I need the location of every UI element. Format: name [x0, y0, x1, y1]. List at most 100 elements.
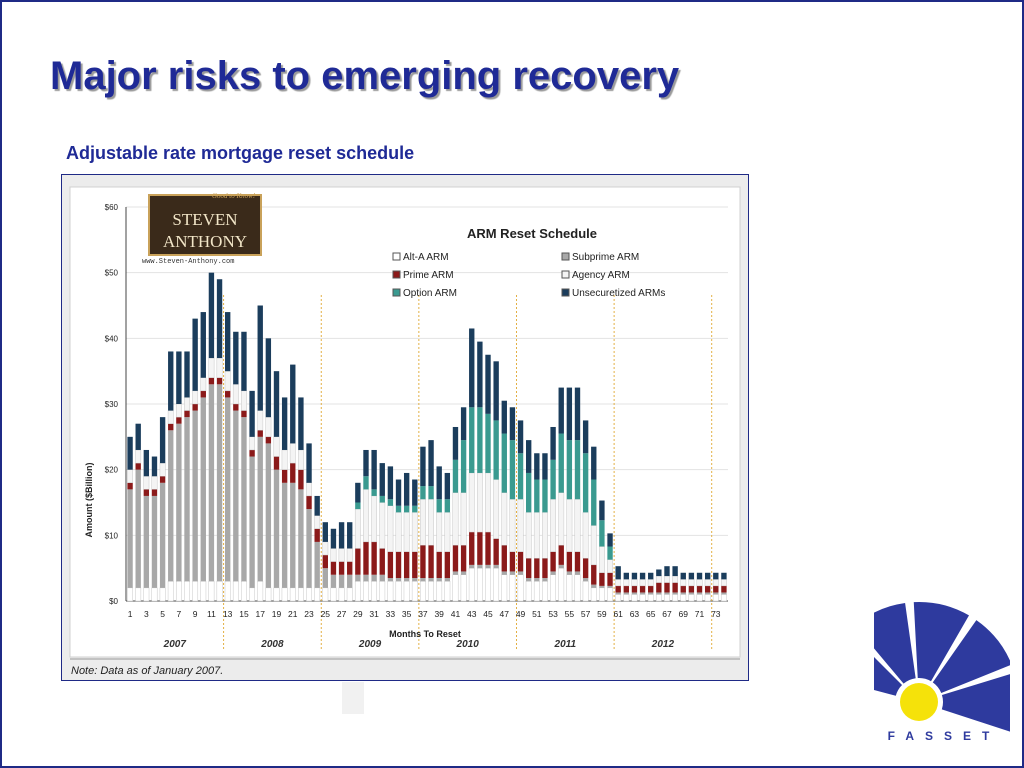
bar-segment [265, 436, 272, 444]
legend-swatch-unsecuritized [561, 288, 570, 297]
bar-segment [574, 440, 581, 500]
bar-segment [298, 489, 304, 588]
bar-segment [582, 581, 589, 602]
bar-segment [200, 312, 206, 378]
bar-segment [322, 555, 328, 569]
bar-segment [485, 354, 491, 414]
bar-segment [395, 479, 402, 506]
bar-segment [599, 572, 605, 586]
bar-segment [216, 279, 223, 359]
bar-segment [135, 463, 141, 470]
bar-segment [232, 581, 239, 602]
bar-segment [363, 476, 369, 490]
bar-segment [281, 397, 288, 450]
bar-segment [281, 482, 288, 588]
bar-segment [412, 551, 418, 579]
bar-segment [216, 357, 223, 378]
bar-segment [526, 440, 532, 473]
bar-segment [648, 592, 654, 595]
bar-segment [476, 472, 483, 533]
bar-segment [436, 581, 443, 602]
bar-segment [387, 466, 394, 500]
bar-segment [566, 499, 573, 552]
bar-segment [249, 587, 255, 602]
x-tick-label: 29 [353, 609, 363, 619]
bar-segment [550, 499, 556, 552]
bar-segment [306, 482, 312, 497]
bar-segment [411, 512, 418, 552]
bar-segment [395, 505, 402, 513]
bar-segment [224, 370, 231, 392]
brand-line2: ANTHONY [163, 232, 247, 251]
legend-swatch-prime [392, 270, 401, 279]
bar-segment [550, 459, 556, 500]
bar-segment [387, 551, 394, 579]
bar-segment [403, 505, 410, 513]
bar-segment [241, 390, 247, 411]
logo-ray [874, 657, 903, 696]
ghost-artifact [342, 682, 364, 714]
bar-segment [631, 572, 638, 580]
bar-segment [265, 416, 272, 438]
bar-segment [655, 575, 662, 583]
bar-segment [574, 499, 581, 552]
bar-segment [184, 351, 190, 398]
bar-segment [582, 558, 589, 579]
bar-segment [558, 492, 565, 546]
x-tick-label: 31 [369, 609, 379, 619]
x-tick-label: 19 [272, 609, 282, 619]
bar-segment [273, 371, 280, 437]
bar-segment [460, 571, 467, 575]
bar-segment [347, 522, 353, 549]
bar-segment [696, 592, 703, 595]
x-tick-label: 59 [597, 609, 607, 619]
bar-segment [444, 578, 451, 582]
x-tick-label: 21 [288, 609, 298, 619]
bar-segment [289, 587, 296, 602]
bar-segment [176, 417, 182, 424]
bar-segment [428, 486, 434, 500]
logo-ray [874, 602, 916, 684]
bar-segment [721, 572, 727, 580]
bar-segment [493, 567, 500, 602]
bar-segment [306, 495, 312, 510]
bar-segment [704, 572, 711, 580]
bar-segment [355, 482, 361, 503]
x-tick-label: 17 [255, 609, 265, 619]
bar-segment [509, 440, 516, 500]
bar-segment [314, 515, 321, 529]
bar-segment [688, 579, 695, 587]
bar-segment [159, 587, 166, 602]
x-tick-label: 71 [695, 609, 705, 619]
bar-segment [696, 585, 703, 593]
x-tick-label: 15 [239, 609, 249, 619]
bar-segment [566, 574, 573, 602]
legend-label-subprime: Subprime ARM [572, 252, 639, 263]
bar-segment [704, 585, 711, 593]
bar-segment [599, 587, 605, 602]
bar-segment [721, 592, 727, 595]
bar-segment [143, 587, 150, 602]
bar-segment [167, 581, 174, 602]
x-tick-label: 35 [402, 609, 412, 619]
bar-segment [436, 466, 442, 500]
bar-segment [517, 571, 524, 575]
bar-segment [436, 551, 442, 579]
bar-segment [493, 479, 500, 539]
bar-segment [469, 532, 475, 565]
brand-box-bg [148, 194, 262, 256]
x-tick-label: 73 [711, 609, 721, 619]
bar-segment [338, 587, 345, 602]
bar-segment [428, 440, 434, 487]
logo-sunburst [874, 602, 1010, 732]
bar-segment [599, 520, 605, 547]
chart-title: ARM Reset Schedule [467, 226, 597, 241]
bar-segment [200, 581, 207, 602]
logo-ray [913, 602, 969, 682]
bar-segment [249, 436, 255, 451]
bar-segment [379, 502, 386, 549]
bar-segment [200, 390, 206, 398]
bar-segment [615, 566, 621, 580]
bar-segment [233, 331, 239, 385]
